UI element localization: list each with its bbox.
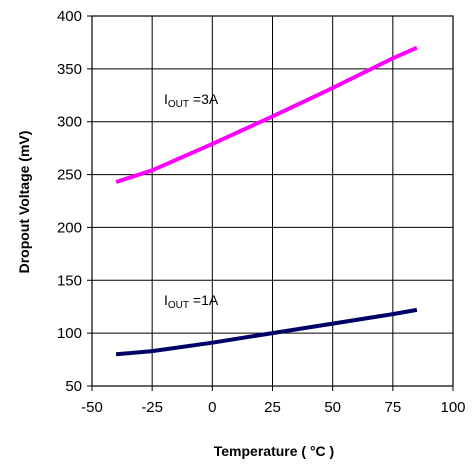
x-tick-label: 50 (324, 399, 341, 416)
x-tick-label: -25 (141, 399, 163, 416)
series-line-0 (115, 45, 418, 184)
y-tick-label: 400 (57, 8, 82, 25)
x-tick-label: 75 (384, 399, 401, 416)
series-line-1 (115, 307, 418, 357)
y-tick-label: 50 (65, 378, 82, 395)
series-label-suffix: =1A (189, 292, 219, 308)
plot-frame (87, 15, 454, 391)
series-label-iout-1a: IOUT =1A (164, 292, 219, 311)
series-label-sub: OUT (168, 300, 189, 311)
x-tick-label: 25 (264, 399, 281, 416)
series-layer (115, 45, 418, 357)
series-label-main: I (164, 91, 168, 107)
x-tick-label: 0 (208, 399, 216, 416)
y-tick-label: 100 (57, 325, 82, 342)
series-label-suffix: =3A (189, 91, 219, 107)
y-axis-title: Dropout Voltage (mV) (16, 131, 32, 274)
series-label-iout-3a: IOUT =3A (164, 91, 219, 110)
x-tick-label: -50 (81, 399, 103, 416)
series-label-sub: OUT (168, 99, 189, 110)
y-tick-label: 250 (57, 167, 82, 184)
series-label-main: I (164, 292, 168, 308)
y-tick-label: 150 (57, 272, 82, 289)
tick-labels: -50 -25 0 25 50 75 100 50 100 150 200 250 300 350 400 (57, 8, 466, 416)
y-tick-label: 300 (57, 114, 82, 131)
x-axis-title: Temperature ( °C ) (214, 443, 334, 459)
x-tick-label: 100 (440, 399, 465, 416)
y-tick-label: 200 (57, 219, 82, 236)
y-tick-label: 350 (57, 61, 82, 78)
